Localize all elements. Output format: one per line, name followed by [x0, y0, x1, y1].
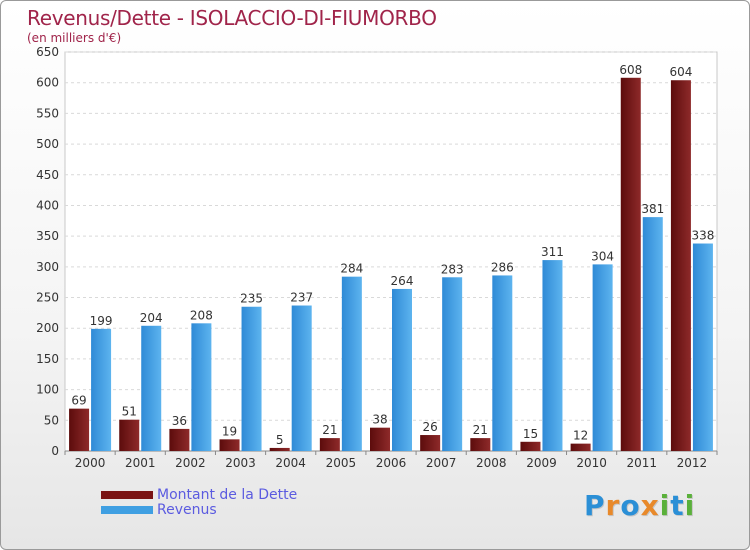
data-label-dette: 604 — [669, 65, 692, 79]
legend-label-dette: Montant de la Dette — [157, 486, 298, 503]
bar-revenus — [492, 275, 513, 451]
bar-dette — [169, 428, 190, 451]
bar-dette — [570, 443, 591, 451]
proxiti-logo: Proxiti — [584, 489, 696, 522]
bar-revenus — [291, 305, 312, 451]
data-label-dette: 21 — [473, 423, 488, 437]
data-label-revenus: 208 — [190, 308, 213, 322]
bar-revenus — [642, 217, 663, 451]
y-tick-label: 250 — [36, 291, 59, 305]
y-tick-label: 350 — [36, 229, 59, 243]
data-label-revenus: 204 — [140, 311, 163, 325]
x-tick-label: 2002 — [175, 456, 206, 470]
chart-title: Revenus/Dette - ISOLACCIO-DI-FIUMORBO — [27, 6, 437, 30]
y-tick-label: 50 — [44, 413, 59, 427]
data-label-revenus: 264 — [391, 274, 414, 288]
bar-revenus — [542, 260, 563, 451]
x-tick-label: 2006 — [376, 456, 407, 470]
x-tick-label: 2012 — [677, 456, 708, 470]
bar-dette — [370, 427, 390, 451]
chart-subtitle: (en milliers d'€) — [27, 31, 122, 45]
data-label-dette: 51 — [122, 405, 137, 419]
data-label-dette: 5 — [276, 433, 284, 447]
y-tick-label: 150 — [36, 352, 59, 366]
plot-area — [64, 51, 718, 452]
data-label-dette: 19 — [222, 424, 237, 438]
y-tick-label: 600 — [36, 76, 59, 90]
data-label-revenus: 235 — [240, 292, 263, 306]
data-label-dette: 69 — [71, 394, 86, 408]
y-tick-label: 500 — [36, 137, 59, 151]
x-tick-label: 2003 — [225, 456, 256, 470]
y-tick-label: 0 — [51, 444, 59, 458]
legend: Montant de la Dette Revenus — [101, 486, 298, 518]
bar-revenus — [241, 306, 262, 451]
data-label-dette: 21 — [322, 423, 337, 437]
bar-dette — [420, 435, 441, 451]
x-tick-label: 2004 — [275, 456, 306, 470]
bar-dette — [670, 80, 691, 451]
y-tick-label: 450 — [36, 168, 59, 182]
data-label-dette: 36 — [172, 414, 187, 428]
y-tick-label: 550 — [36, 106, 59, 120]
bar-dette — [219, 439, 240, 451]
data-label-revenus: 338 — [691, 229, 714, 243]
data-label-revenus: 237 — [290, 291, 313, 305]
data-label-dette: 38 — [372, 413, 387, 427]
bar-dette — [520, 441, 541, 451]
data-label-revenus: 311 — [541, 245, 564, 259]
bar-revenus — [692, 243, 713, 451]
bar-revenus — [392, 288, 412, 451]
bar-dette — [470, 438, 491, 451]
x-tick-label: 2005 — [326, 456, 357, 470]
x-tick-label: 2001 — [125, 456, 156, 470]
data-label-revenus: 199 — [90, 314, 113, 328]
bar-dette — [269, 447, 290, 451]
bar-dette — [69, 408, 90, 451]
y-tick-label: 300 — [36, 260, 59, 274]
bar-revenus — [141, 325, 162, 451]
y-tick-label: 650 — [36, 45, 59, 59]
bar-dette — [119, 419, 140, 451]
data-label-dette: 26 — [423, 420, 438, 434]
bar-revenus — [191, 323, 212, 451]
bar-revenus — [442, 277, 463, 451]
legend-swatch-revenus — [101, 505, 153, 514]
legend-item-revenus: Revenus — [101, 501, 297, 518]
bar-dette — [319, 438, 340, 451]
data-label-revenus: 284 — [340, 262, 363, 276]
legend-item-dette: Montant de la Dette — [101, 486, 298, 503]
data-label-revenus: 381 — [641, 202, 664, 216]
x-tick-label: 2008 — [476, 456, 507, 470]
data-label-dette: 12 — [573, 429, 588, 443]
y-tick-label: 400 — [36, 198, 59, 212]
x-tick-label: 2000 — [75, 456, 106, 470]
x-tick-label: 2007 — [426, 456, 457, 470]
data-label-revenus: 286 — [491, 260, 514, 274]
bar-revenus — [592, 264, 613, 451]
data-label-dette: 608 — [619, 63, 642, 77]
bar-revenus — [341, 276, 362, 451]
x-tick-label: 2010 — [576, 456, 607, 470]
data-label-revenus: 304 — [591, 249, 614, 263]
data-label-dette: 15 — [523, 427, 538, 441]
y-tick-label: 200 — [36, 321, 59, 335]
x-tick-label: 2011 — [626, 456, 657, 470]
legend-label-revenus: Revenus — [157, 501, 217, 518]
bar-revenus — [91, 328, 112, 451]
data-label-revenus: 283 — [441, 262, 464, 276]
legend-swatch-dette — [101, 490, 153, 499]
y-tick-label: 100 — [36, 383, 59, 397]
bar-dette — [620, 77, 641, 451]
x-tick-label: 2009 — [526, 456, 557, 470]
